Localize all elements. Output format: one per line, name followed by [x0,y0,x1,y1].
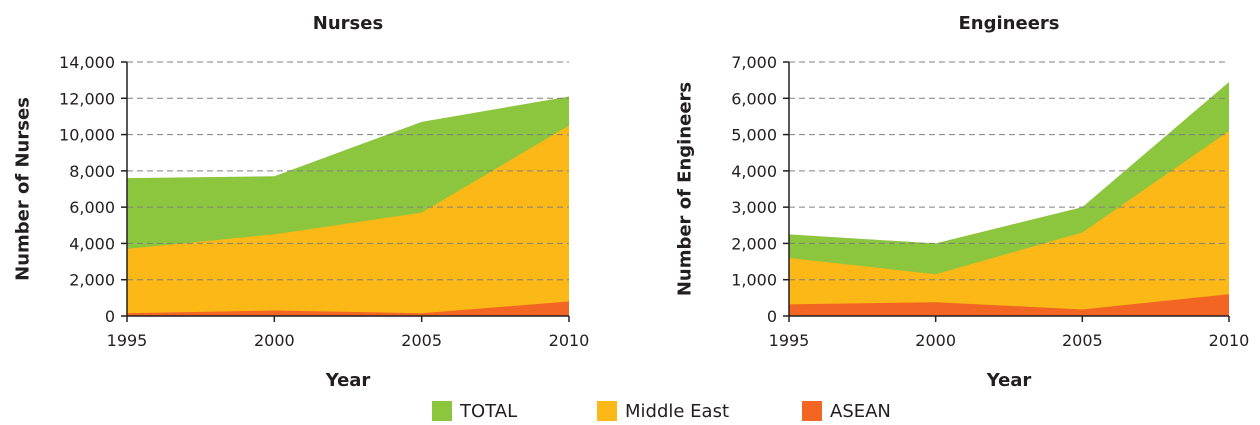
legend: TOTAL Middle East ASEAN [0,398,1260,424]
y-tick-label: 2,000 [731,234,777,253]
y-axis-label: Number of Nurses [12,97,33,281]
x-tick-label: 2005 [1062,331,1103,350]
y-tick-label: 7,000 [731,53,777,72]
chart-title: Nurses [313,13,383,34]
chart-nurses: 0 2,000 4,000 6,000 8,000 10,000 12,000 14,000 1… [12,13,589,391]
legend-label-total: TOTAL [460,401,517,422]
y-tick-label: 0 [767,307,777,326]
x-axis-label: Year [986,370,1032,391]
y-axis-label: Number of Engineers [674,82,695,296]
y-tick-label: 0 [105,307,115,326]
x-tick-label: 2010 [1209,331,1250,350]
chart-title: Engineers [959,13,1060,34]
y-tick-label: 1,000 [731,271,777,290]
x-tick-label: 2005 [401,331,442,350]
y-tick-label: 8,000 [69,162,115,181]
chart-engineers: 0 1,000 2,000 3,000 4,000 5,000 6,000 7,000 1995… [674,13,1249,391]
y-tick-label: 12,000 [59,89,115,108]
x-tick-label: 1995 [107,331,148,350]
legend-item-middle-east: Middle East [597,398,729,424]
charts-canvas: 0 2,000 4,000 6,000 8,000 10,000 12,000 14,000 1… [0,0,1260,398]
y-tick-label: 6,000 [731,89,777,108]
legend-swatch-middle-east [597,401,617,421]
y-tick-label: 4,000 [69,234,115,253]
legend-label-asean: ASEAN [830,401,891,422]
legend-swatch-total [432,401,452,421]
legend-label-middle-east: Middle East [625,401,729,422]
legend-swatch-asean [802,401,822,421]
x-tick-label: 2000 [915,331,956,350]
x-tick-label: 1995 [769,331,810,350]
y-tick-label: 4,000 [731,162,777,181]
y-tick-label: 2,000 [69,271,115,290]
legend-item-asean: ASEAN [802,398,891,424]
y-tick-label: 5,000 [731,126,777,145]
y-tick-label: 14,000 [59,53,115,72]
x-tick-label: 2000 [254,331,295,350]
legend-item-total: TOTAL [432,398,517,424]
y-tick-label: 10,000 [59,126,115,145]
x-axis-label: Year [325,370,371,391]
y-tick-label: 3,000 [731,198,777,217]
y-tick-label: 6,000 [69,198,115,217]
x-tick-label: 2010 [549,331,590,350]
